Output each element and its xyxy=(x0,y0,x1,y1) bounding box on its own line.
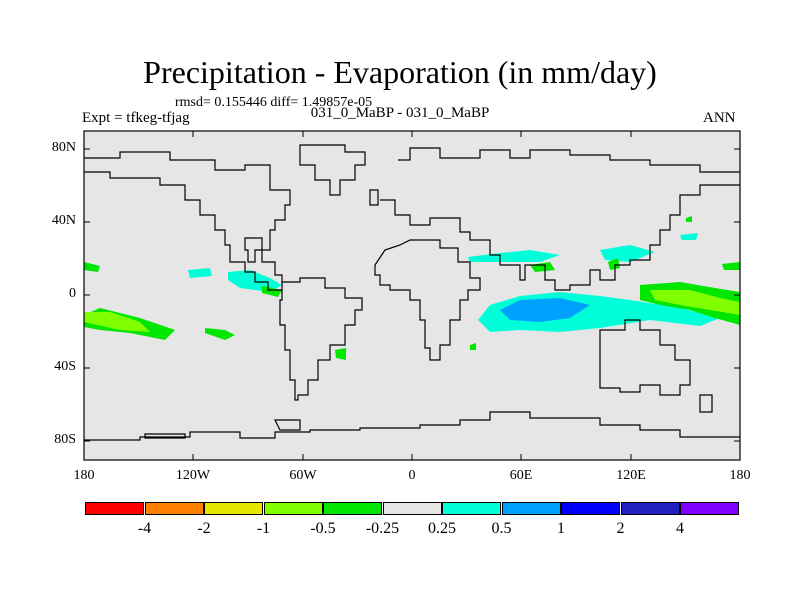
plot-background xyxy=(84,131,740,460)
x-label-180e: 180 xyxy=(729,468,751,483)
colorbar-label-0: -4 xyxy=(137,520,152,537)
patch-s-atlantic-green xyxy=(335,348,346,360)
coast-eurasia-south xyxy=(380,184,740,291)
patch-indian-north-cyan xyxy=(468,250,560,262)
colorbar-box-9 xyxy=(620,502,680,515)
patch-panama-green xyxy=(262,286,282,297)
patch-japan-cyan xyxy=(680,233,698,240)
patch-s-pacific-lightgreen xyxy=(84,312,150,332)
map-title: Precipitation - Evaporation (in mm/day) xyxy=(143,54,657,90)
y-label-40s: 40S xyxy=(54,359,76,374)
coast-africa xyxy=(374,239,481,361)
colorbar-label-4: -0.25 xyxy=(365,520,400,537)
coast-new-zealand xyxy=(699,394,713,413)
colorbar-label-7: 1 xyxy=(557,520,565,537)
y-label-80n: 80N xyxy=(51,140,76,155)
coast-antarctic-ice xyxy=(144,433,186,439)
coastlines xyxy=(84,144,740,441)
colorbar-box-5 xyxy=(382,502,442,515)
coast-antarctic-peninsula xyxy=(274,419,301,431)
coast-s-america xyxy=(279,277,363,401)
patch-japan-green xyxy=(686,216,692,222)
colorbar-box-0 xyxy=(85,502,144,515)
patch-e-pacific-north-green xyxy=(722,262,740,270)
colorbar-label-2: -1 xyxy=(256,520,271,537)
colorbar-label-5: 0.25 xyxy=(428,520,456,537)
y-label-40n: 40N xyxy=(51,213,76,228)
patch-india-green xyxy=(608,258,620,270)
stats-line: rmsd= 0.155446 diff= 1.49857e-05 xyxy=(175,95,373,110)
anomaly-patches xyxy=(84,216,740,360)
patch-indian-ocean-blue xyxy=(500,298,590,322)
x-label-0: 0 xyxy=(408,468,416,483)
colorbar-label-9: 4 xyxy=(676,520,684,537)
colorbar-box-2 xyxy=(204,502,263,515)
experiment-label: Expt = tfkeg-tfjag xyxy=(82,110,190,126)
period-label: 031_0_MaBP - 031_0_MaBP xyxy=(310,105,490,121)
colorbar-label-8: 2 xyxy=(616,520,625,537)
patch-s-pacific-small xyxy=(205,328,235,340)
colorbar-label-1: -2 xyxy=(197,520,211,537)
coast-florida xyxy=(244,237,263,263)
coast-n-america-east xyxy=(84,151,291,282)
colorbar-box-4 xyxy=(323,502,382,515)
coast-eurasia-north xyxy=(398,147,740,173)
colorbar-box-10 xyxy=(680,502,739,515)
patch-e-pacific-cyan xyxy=(188,268,212,278)
patch-bay-bengal-cyan xyxy=(600,245,655,262)
patch-w-pacific-lightgreen xyxy=(650,290,740,315)
colorbar-box-6 xyxy=(442,502,501,515)
colorbar-box-8 xyxy=(561,502,620,515)
coast-n-america-west xyxy=(84,171,282,291)
x-label-60e: 60E xyxy=(509,468,533,483)
coast-antarctica xyxy=(84,411,740,441)
colorbar-box-1 xyxy=(144,502,204,515)
colorbar-box-7 xyxy=(501,502,561,515)
coast-greenland xyxy=(299,144,366,196)
colorbar-label-6: 0.5 xyxy=(491,520,512,537)
y-label-0: 0 xyxy=(69,286,76,301)
y-label-80s: 80S xyxy=(54,432,76,447)
x-label-120e: 120E xyxy=(616,468,646,483)
x-label-60w: 60W xyxy=(289,468,317,483)
x-label-180w: 180 xyxy=(73,468,95,483)
patch-w-pacific-green xyxy=(84,262,100,272)
tick-marks xyxy=(84,131,740,460)
season-label: ANN xyxy=(703,110,736,126)
patch-madagascar-green xyxy=(470,343,476,350)
x-label-120w: 120W xyxy=(175,468,211,483)
coast-uk xyxy=(369,189,379,206)
colorbar-label-3: -0.5 xyxy=(310,520,336,537)
colorbar-box-3 xyxy=(263,502,323,515)
coast-australia xyxy=(599,319,691,396)
